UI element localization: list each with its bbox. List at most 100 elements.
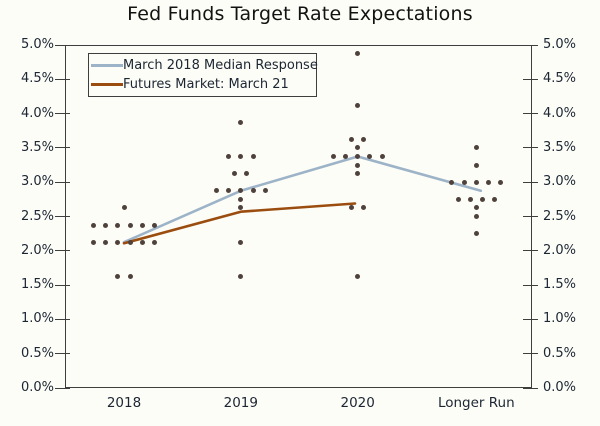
chart-title: Fed Funds Target Rate Expectations bbox=[127, 3, 473, 25]
scatter-dot bbox=[115, 222, 121, 228]
scatter-dot bbox=[244, 171, 250, 177]
futures-market-line bbox=[122, 202, 357, 245]
scatter-dot bbox=[473, 214, 479, 219]
scatter-dot bbox=[262, 188, 268, 194]
legend-label-median: March 2018 Median Response bbox=[123, 58, 318, 74]
scatter-dot bbox=[379, 154, 385, 159]
scatter-dot bbox=[127, 222, 133, 228]
median-line-swatch bbox=[91, 64, 123, 68]
scatter-dot bbox=[121, 205, 127, 211]
x-axis-category-label: 2019 bbox=[223, 395, 258, 411]
y-axis-tick-right bbox=[523, 44, 538, 46]
x-axis-category-label: 2018 bbox=[106, 395, 142, 411]
y-axis-tick-right bbox=[523, 78, 538, 80]
y-axis-label-right: 3.5% bbox=[543, 139, 577, 155]
scatter-dot bbox=[139, 222, 145, 228]
y-axis-label-left: 0.5% bbox=[20, 345, 54, 361]
scatter-dot bbox=[355, 102, 361, 108]
scatter-dot bbox=[467, 196, 473, 202]
scatter-dot bbox=[367, 154, 373, 159]
y-axis-tick-left bbox=[55, 250, 70, 252]
scatter-dot bbox=[115, 239, 121, 245]
scatter-dot bbox=[349, 136, 355, 142]
scatter-dot bbox=[232, 171, 238, 177]
y-axis-tick-left bbox=[55, 216, 70, 217]
y-axis-tick-right bbox=[523, 284, 538, 286]
y-axis-tick-right bbox=[523, 353, 538, 355]
scatter-dot bbox=[361, 136, 367, 142]
scatter-dot bbox=[238, 119, 244, 125]
scatter-dot bbox=[473, 205, 479, 211]
y-axis-tick-right bbox=[523, 113, 538, 115]
scatter-dot bbox=[139, 239, 145, 245]
y-axis-tick-left bbox=[55, 147, 70, 149]
y-axis-tick-left bbox=[55, 318, 70, 320]
y-axis-label-right: 1.5% bbox=[543, 277, 577, 293]
scatter-dot bbox=[479, 196, 485, 202]
scatter-dot bbox=[473, 145, 479, 151]
scatter-dot bbox=[473, 231, 479, 237]
y-axis-tick-left bbox=[55, 353, 70, 355]
y-axis-tick-right bbox=[523, 216, 538, 217]
scatter-dot bbox=[492, 196, 498, 202]
scatter-dot bbox=[455, 196, 461, 202]
scatter-dot bbox=[103, 222, 109, 228]
scatter-dot bbox=[449, 179, 455, 185]
y-axis-label-left: 2.0% bbox=[20, 242, 54, 258]
scatter-dot bbox=[355, 154, 361, 159]
y-axis-tick-right bbox=[523, 250, 538, 252]
scatter-dot bbox=[486, 179, 491, 185]
scatter-dot bbox=[127, 274, 133, 279]
y-axis-tick-right bbox=[523, 387, 538, 389]
y-axis-label-left: 0.0% bbox=[20, 380, 54, 395]
y-axis-tick-left bbox=[55, 181, 70, 183]
futures-line-swatch bbox=[91, 82, 123, 86]
scatter-dot bbox=[250, 188, 256, 194]
scatter-dot bbox=[213, 188, 219, 194]
scatter-dot bbox=[226, 188, 232, 194]
y-axis-tick-right bbox=[523, 147, 538, 149]
scatter-dot bbox=[355, 145, 361, 151]
y-axis-tick-left bbox=[55, 387, 70, 389]
legend-item-median: March 2018 Median Response bbox=[91, 58, 318, 73]
scatter-dot bbox=[152, 239, 157, 245]
scatter-dot bbox=[238, 239, 244, 245]
scatter-dot bbox=[473, 179, 479, 185]
scatter-dot bbox=[498, 179, 504, 185]
y-axis-label-right: 4.5% bbox=[543, 71, 577, 87]
y-axis-label-left: 1.5% bbox=[20, 277, 54, 293]
scatter-dot bbox=[91, 222, 96, 228]
scatter-dot bbox=[91, 239, 96, 245]
scatter-dot bbox=[238, 154, 244, 159]
scatter-dot bbox=[103, 239, 109, 245]
y-axis-label-right: 0.5% bbox=[543, 345, 577, 361]
y-axis-label-left: 4.5% bbox=[20, 71, 54, 87]
y-axis-label-left: 3.5% bbox=[20, 139, 54, 155]
scatter-dot bbox=[355, 274, 361, 279]
y-axis-label-right: 3.0% bbox=[543, 174, 577, 190]
y-axis-tick-left bbox=[55, 284, 70, 286]
y-axis-label-right: 5.0% bbox=[543, 37, 577, 52]
scatter-dot bbox=[226, 154, 232, 159]
scatter-dot bbox=[473, 162, 479, 168]
y-axis-label-left: 1.0% bbox=[20, 311, 54, 327]
scatter-dot bbox=[115, 274, 121, 279]
scatter-dot bbox=[238, 205, 244, 211]
legend: March 2018 Median Response Futures Marke… bbox=[88, 53, 318, 97]
x-axis-category-label: 2020 bbox=[340, 395, 375, 411]
y-axis-label-left: 4.0% bbox=[20, 105, 54, 121]
scatter-dot bbox=[238, 188, 244, 194]
y-axis-label-right: 1.0% bbox=[543, 311, 577, 327]
scatter-dot bbox=[361, 205, 367, 211]
scatter-dot bbox=[127, 239, 133, 245]
scatter-dot bbox=[238, 196, 244, 202]
y-axis-tick-left bbox=[55, 78, 70, 80]
scatter-dot bbox=[355, 51, 361, 57]
y-axis-label-right: 4.0% bbox=[543, 105, 577, 121]
x-axis-category-label: Longer Run bbox=[437, 395, 515, 411]
y-axis-tick-right bbox=[523, 181, 538, 183]
scatter-dot bbox=[343, 154, 348, 159]
scatter-dot bbox=[355, 162, 361, 168]
